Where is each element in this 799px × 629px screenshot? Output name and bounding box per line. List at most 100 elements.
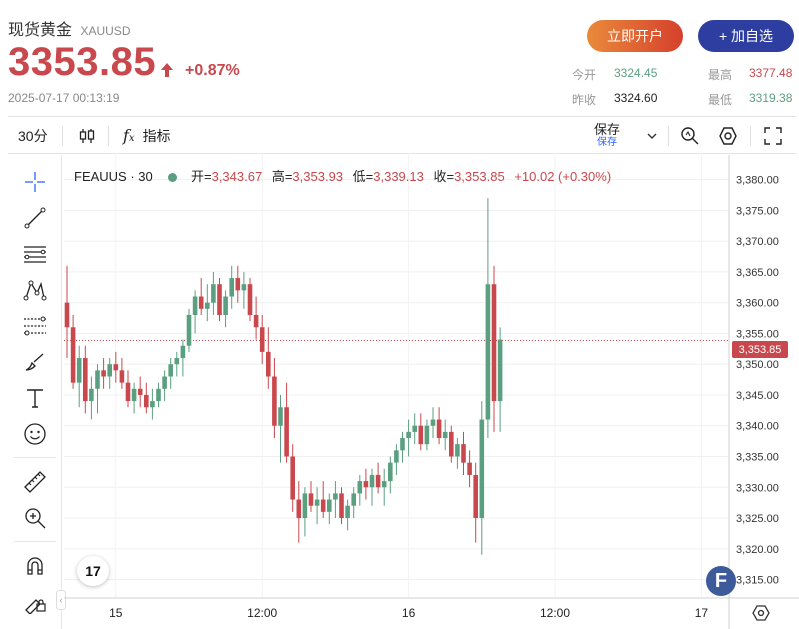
stat-value: 3324.60 <box>614 91 658 105</box>
candle-body <box>266 351 271 377</box>
y-tick-label: 3,380.00 <box>736 175 779 187</box>
brush-icon[interactable] <box>22 349 48 375</box>
candle-body <box>192 296 198 315</box>
candle-body <box>229 278 234 297</box>
interval-selector[interactable]: 30分 <box>18 127 48 144</box>
candle-body <box>125 382 131 402</box>
crosshair-icon[interactable] <box>22 169 48 195</box>
zoom-in-icon[interactable] <box>22 505 48 531</box>
candle-body <box>430 419 436 426</box>
stat-high: 最高 3377.48 <box>708 66 792 83</box>
candle-body <box>235 278 241 291</box>
legend-change: +10.02 (+0.30%) <box>514 169 612 184</box>
x-tick-label: 15 <box>109 606 123 620</box>
add-watchlist-button[interactable]: + 加自选 <box>698 20 794 52</box>
candle-body <box>247 284 253 315</box>
candle-body <box>186 314 192 346</box>
candle-body <box>174 358 180 365</box>
drawing-toolbar <box>8 155 62 629</box>
settings-icon[interactable] <box>718 117 738 154</box>
x-tick-label: 12:00 <box>247 606 277 620</box>
tradingview-logo[interactable]: 17 <box>77 556 109 586</box>
instrument-symbol: XAUUSD <box>80 24 131 38</box>
candle-body <box>357 481 363 494</box>
ohlc-legend: FEAUUS · 30 开=3,343.67 高=3,353.93 低=3,33… <box>74 166 611 185</box>
chevron-down-icon[interactable] <box>646 117 658 154</box>
legend-symbol: FEAUUS · 30 <box>74 169 153 184</box>
candle-body <box>381 481 387 488</box>
candle-body <box>211 284 216 303</box>
y-tick-label: 3,340.00 <box>736 421 779 433</box>
candle-body <box>491 284 497 402</box>
candle-body <box>424 425 430 445</box>
stat-label: 昨收 <box>572 93 597 107</box>
candle-body <box>290 456 295 500</box>
candle-body <box>442 431 448 439</box>
candle-body <box>339 493 344 519</box>
indicators-button[interactable]: fx 指标 <box>123 117 171 154</box>
legend-high-label: 高= <box>271 169 293 184</box>
candle-body <box>296 499 302 519</box>
up-arrow-icon <box>160 62 174 83</box>
candle-body <box>308 493 314 506</box>
legend-low-label: 低= <box>352 169 374 184</box>
candle-body <box>351 493 356 506</box>
candle-body <box>107 364 112 377</box>
text-tool-icon[interactable] <box>22 385 48 411</box>
gear-icon-center <box>757 609 765 617</box>
open-account-button[interactable]: 立即开户 <box>587 20 683 52</box>
collapse-toolbar-button[interactable]: ‹ <box>56 590 66 610</box>
candle-body <box>89 388 94 402</box>
legend-open-value: 3,343.67 <box>211 169 263 184</box>
candle-body <box>162 376 167 389</box>
candle-style-icon[interactable] <box>78 117 96 154</box>
candle-body <box>253 314 259 328</box>
candle-body <box>217 284 222 315</box>
horizontal-lines-icon[interactable] <box>22 241 48 267</box>
instrument-title: 现货黄金 XAUUSD <box>8 16 130 40</box>
fib-retracement-icon[interactable] <box>22 313 48 339</box>
ruler-icon[interactable] <box>22 469 48 495</box>
candle-body <box>168 364 173 377</box>
stat-prev-close: 昨收 3324.60 <box>572 91 657 108</box>
candle-body <box>418 425 424 445</box>
candle-body <box>369 474 375 488</box>
stat-value: 3319.38 <box>749 91 793 105</box>
fullscreen-icon[interactable] <box>764 117 782 154</box>
brand-badge[interactable]: F <box>706 566 736 596</box>
magnet-icon[interactable] <box>22 553 48 579</box>
candle-body <box>137 388 143 395</box>
lock-drawings-icon[interactable] <box>22 589 48 615</box>
pattern-icon[interactable] <box>22 277 48 303</box>
emoji-icon[interactable] <box>22 421 48 447</box>
candle-body <box>156 388 161 402</box>
candle-body <box>259 327 265 352</box>
candle-body <box>412 425 417 432</box>
legend-high-value: 3,353.93 <box>292 169 344 184</box>
tradingview-logo-text: 17 <box>85 563 101 579</box>
gear-icon-shape <box>752 605 770 621</box>
stat-value: 3377.48 <box>749 66 793 80</box>
trend-line-icon[interactable] <box>22 205 48 231</box>
stat-label: 最高 <box>708 68 733 82</box>
candle-body <box>278 407 283 426</box>
candle-body <box>436 419 442 439</box>
candle-body <box>131 388 137 402</box>
candle-body <box>241 284 247 291</box>
candle-body <box>497 339 503 402</box>
candle-body <box>375 474 381 488</box>
quick-search-icon[interactable] <box>680 117 700 154</box>
axis-settings-icon[interactable] <box>752 605 770 621</box>
candle-body <box>76 358 82 383</box>
candle-body <box>400 438 405 451</box>
candle-body <box>455 444 460 457</box>
candle-body <box>83 358 88 402</box>
x-tick-label: 17 <box>695 606 709 620</box>
save-button[interactable]: 保存 保存 <box>594 117 620 154</box>
candle-body <box>223 296 228 315</box>
legend-open-label: 开= <box>191 169 212 184</box>
candle-body <box>64 302 70 328</box>
indicators-label: 指标 <box>142 127 171 144</box>
candle-body <box>388 462 393 482</box>
